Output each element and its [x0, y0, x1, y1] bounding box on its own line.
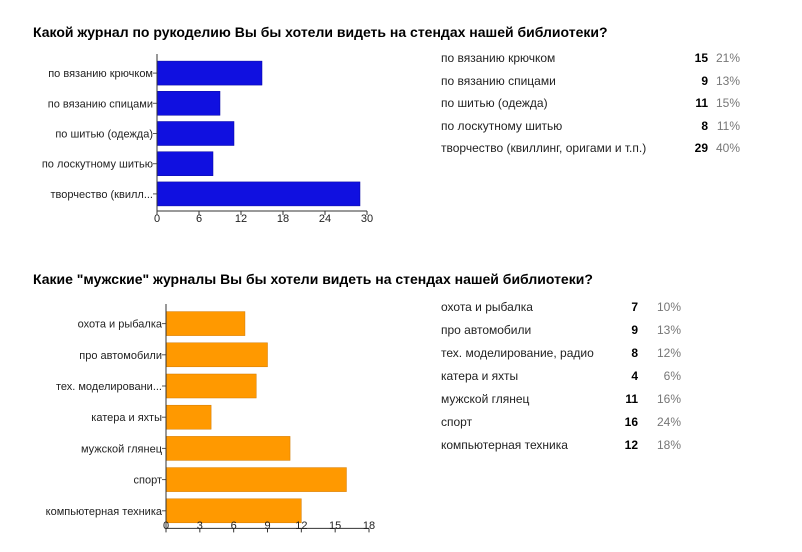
answer-percent: 10% [656, 300, 681, 314]
results-table-mens-magazines: охота и рыбалка 7 10% про автомобили 9 13% тех… [441, 300, 701, 470]
table-row: по шитью (одежда) 11 15% [441, 96, 740, 112]
x-tick-label: 12 [235, 213, 247, 225]
answer-percent: 13% [656, 323, 681, 337]
bar [156, 60, 263, 86]
x-tick-label: 9 [264, 520, 270, 532]
x-tick-label: 30 [361, 213, 373, 225]
x-tick-label: 0 [154, 213, 160, 225]
answer-label: по вязанию спицами [441, 73, 556, 88]
answer-percent: 6% [663, 369, 681, 383]
answer-count: 11 [625, 392, 638, 406]
bar [165, 311, 246, 336]
x-tick-label: 12 [295, 520, 307, 532]
category-label: охота и рыбалка [78, 319, 163, 331]
answer-count: 7 [631, 300, 638, 314]
answer-label: по лоскутному шитью [441, 118, 563, 133]
answer-label: творчество (квиллинг, оригами и т.п.) [441, 141, 647, 155]
bar [165, 436, 291, 461]
table-row: по вязанию спицами 9 13% [441, 74, 740, 90]
category-label: тех. моделировани... [56, 381, 162, 393]
x-tick-label: 6 [196, 213, 202, 225]
answer-label: катера и яхты [441, 369, 519, 383]
answer-count: 16 [624, 415, 638, 429]
table-row: про автомобили 9 13% [441, 323, 681, 339]
results-table-crafts: по вязанию крючком 15 21% по вязанию спицам… [441, 51, 741, 171]
category-label: творчество (квилл... [50, 189, 153, 201]
table-row: по лоскутному шитью 8 11% [441, 119, 740, 135]
category-label: по шитью (одежда) [55, 129, 153, 141]
answer-label: по вязанию крючком [441, 51, 556, 65]
x-tick-label: 15 [329, 520, 341, 532]
bar [156, 91, 221, 116]
answer-label: мужской глянец [441, 392, 530, 406]
bar-chart-crafts: по вязанию крючком по вязанию спицами по ш… [42, 54, 373, 225]
x-tick-label: 0 [163, 520, 169, 532]
answer-count: 8 [701, 118, 708, 133]
bar [156, 181, 361, 207]
category-label: по лоскутному шитью [42, 159, 153, 171]
x-tick-label: 3 [197, 520, 203, 532]
answer-percent: 12% [656, 346, 681, 360]
table-row: по вязанию крючком 15 21% [441, 51, 740, 67]
bar [165, 404, 212, 430]
answer-count: 15 [694, 51, 708, 65]
bar-chart-mens-magazines: охота и рыбалка про автомобили тех. модели… [46, 304, 375, 533]
table-row: катера и яхты 4 6% [441, 369, 681, 385]
question-title-1: Какой журнал по рукоделию Вы бы хотели в… [33, 24, 608, 40]
answer-percent: 40% [715, 141, 740, 155]
answer-percent: 24% [656, 415, 681, 429]
table-row: спорт 16 24% [441, 415, 681, 431]
bar [156, 121, 235, 146]
category-label: по вязанию спицами [48, 98, 153, 110]
answer-count: 9 [631, 323, 638, 337]
answer-count: 9 [701, 73, 708, 88]
x-tick-label: 6 [231, 520, 237, 532]
answer-count: 4 [631, 369, 638, 383]
bar [165, 498, 302, 524]
answer-label: по шитью (одежда) [441, 96, 548, 110]
category-label: компьютерная техника [46, 506, 163, 518]
category-label: про автомобили [79, 350, 162, 362]
category-label: по вязанию крючком [48, 68, 153, 80]
category-label: спорт [134, 475, 163, 487]
category-label: мужской глянец [81, 443, 163, 455]
table-row: компьютерная техника 12 18% [441, 438, 681, 454]
answer-label: тех. моделирование, радио [441, 346, 594, 360]
table-row: мужской глянец 11 16% [441, 392, 681, 408]
answer-count: 12 [624, 438, 638, 452]
x-tick-label: 18 [277, 213, 289, 225]
answer-label: компьютерная техника [441, 438, 568, 452]
answer-percent: 13% [715, 73, 740, 88]
answer-percent: 21% [715, 51, 740, 65]
answer-count: 29 [694, 141, 708, 155]
answer-label: спорт [441, 415, 473, 429]
answer-percent: 16% [656, 392, 681, 406]
bar [165, 342, 268, 368]
answer-percent: 15% [715, 96, 740, 110]
bar [165, 373, 257, 399]
bar [156, 151, 214, 176]
answer-percent: 11% [716, 118, 740, 133]
answer-percent: 18% [656, 438, 681, 452]
table-row: охота и рыбалка 7 10% [441, 300, 681, 316]
question-title-2: Какие "мужские" журналы Вы бы хотели вид… [33, 271, 593, 287]
answer-count: 11 [695, 96, 708, 110]
answer-label: охота и рыбалка [441, 300, 533, 314]
answer-label: про автомобили [441, 323, 532, 337]
x-tick-label: 24 [319, 213, 331, 225]
bar [165, 467, 347, 492]
answer-count: 8 [631, 346, 638, 360]
category-label: катера и яхты [91, 412, 162, 424]
table-row: тех. моделирование, радио 8 12% [441, 346, 681, 362]
x-tick-label: 18 [363, 520, 375, 532]
table-row: творчество (квиллинг, оригами и т.п.) 29 4… [441, 141, 740, 157]
